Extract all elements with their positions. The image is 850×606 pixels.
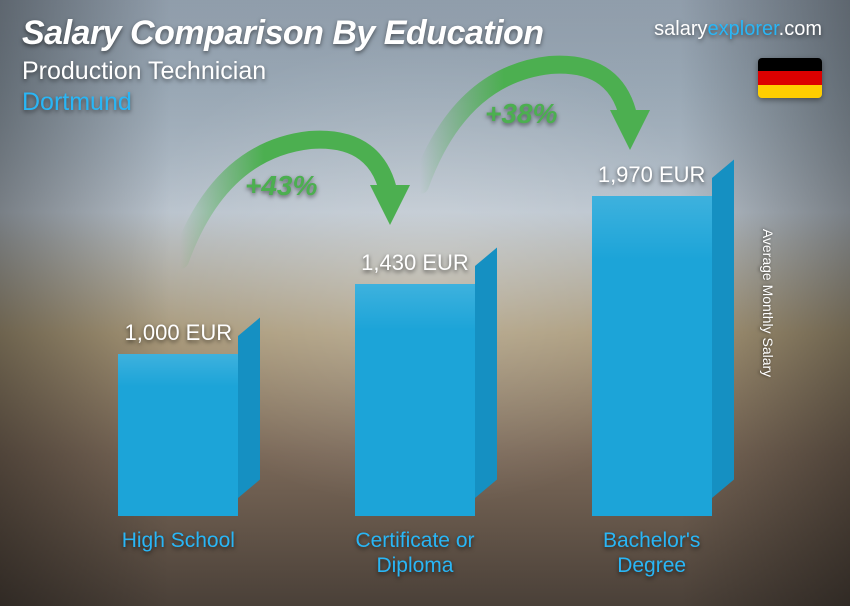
bar-front-face	[355, 284, 475, 516]
bar-3d	[592, 196, 712, 516]
bar-value: 1,430 EUR	[361, 250, 469, 276]
bar-group: 1,970 EUR Bachelor'sDegree	[552, 162, 752, 578]
bar-side-face	[238, 318, 260, 498]
bar-value: 1,970 EUR	[598, 162, 706, 188]
bar-category-label: High School	[122, 528, 235, 578]
bar-side-face	[712, 160, 734, 498]
bar-3d	[118, 354, 238, 516]
chart-location: Dortmund	[22, 88, 828, 117]
bar-group: 1,000 EUR High School	[78, 320, 278, 578]
bar-front-face	[592, 196, 712, 516]
bar-chart: 1,000 EUR High School 1,430 EUR Certificate…	[60, 98, 770, 578]
bar-category-label: Bachelor'sDegree	[603, 528, 700, 578]
chart-subtitle: Production Technician	[22, 57, 828, 86]
bar-3d	[355, 284, 475, 516]
chart-title: Salary Comparison By Education	[22, 14, 828, 53]
bar-front-face	[118, 354, 238, 516]
bar-side-face	[475, 248, 497, 498]
bar-category-label: Certificate orDiploma	[355, 528, 474, 578]
bar-value: 1,000 EUR	[125, 320, 233, 346]
bar-group: 1,430 EUR Certificate orDiploma	[315, 250, 515, 578]
header: Salary Comparison By Education Productio…	[22, 14, 828, 117]
